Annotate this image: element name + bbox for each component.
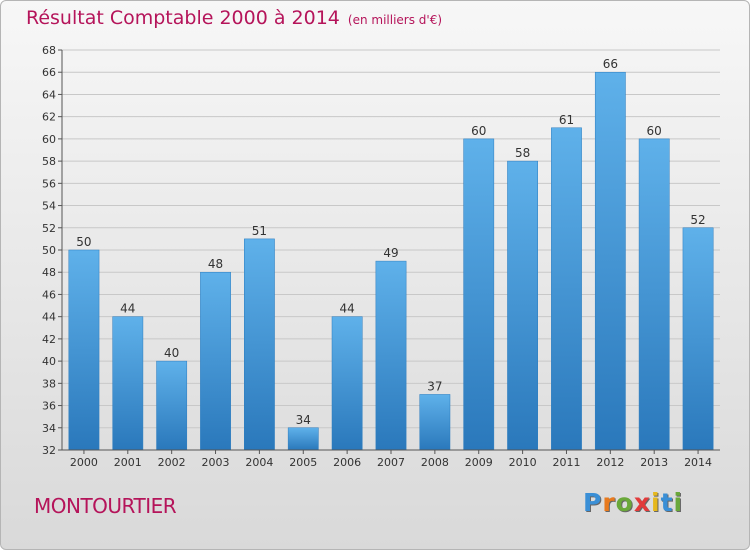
data-labels: 50 44 40 48 51 34 44 49 37 60 58 61 66 60 52 [76,57,705,427]
bar-2010 [507,160,538,451]
proxiti-logo: Proxiti [583,488,683,517]
x-tick-label: 2009 [465,456,493,469]
x-tick-label: 2004 [245,456,273,469]
x-tick-label: 2001 [114,456,142,469]
bar-2006 [331,316,363,451]
data-label-2001: 44 [120,302,135,316]
data-label-2006: 44 [339,302,354,316]
bars [68,71,714,451]
data-label-2011: 61 [559,113,574,127]
x-tick-label: 2000 [70,456,98,469]
logo-letter: i [651,488,661,517]
x-tick-label: 2002 [158,456,186,469]
y-tick-label: 66 [42,66,56,79]
y-tick-label: 42 [42,333,56,346]
y-tick-label: 54 [42,200,56,213]
y-tick-label: 34 [42,422,56,435]
bar-2012 [594,71,626,451]
bar-2014 [682,227,714,451]
data-label-2003: 48 [208,257,223,271]
x-tick-label: 2014 [684,456,712,469]
y-tick-label: 38 [42,377,56,390]
data-label-2013: 60 [647,124,662,138]
bar-2004 [244,238,275,451]
logo-letter: P [583,488,603,517]
data-label-2008: 37 [427,379,442,393]
y-tick-label: 46 [42,288,56,301]
x-tick-label: 2013 [640,456,668,469]
x-tick-label: 2012 [596,456,624,469]
y-tick-label: 52 [42,222,56,235]
data-label-2014: 52 [690,213,705,227]
bar-2011 [551,127,582,451]
x-tick-label: 2011 [552,456,580,469]
bar-2003 [200,271,231,451]
y-tick-label: 62 [42,111,56,124]
y-tick-label: 60 [42,133,56,146]
bar-2007 [375,260,407,451]
y-axis: 32 34 36 38 40 42 44 46 48 50 52 54 56 58 60 62 64 66 68 [42,44,63,457]
y-tick-label: 36 [42,400,56,413]
x-tick-label: 2006 [333,456,361,469]
bar-2008 [419,394,451,451]
y-tick-label: 32 [42,444,56,457]
bar-2002 [156,360,188,451]
data-label-2002: 40 [164,346,179,360]
x-tick-label: 2010 [509,456,537,469]
x-tick-label: 2005 [289,456,317,469]
subtitle: (en milliers d'€) [347,13,443,27]
data-label-2009: 60 [471,124,486,138]
y-tick-label: 50 [42,244,56,257]
y-tick-label: 44 [42,311,56,324]
data-label-2005: 34 [296,413,311,427]
x-axis: 2000 2001 2002 2003 2004 2005 2006 2007 2008 2009… [62,449,720,469]
x-tick-label: 2007 [377,456,405,469]
bar-2005 [287,427,319,451]
commune-name: MONTOURTIER [34,494,177,518]
logo-letter: x [633,488,651,517]
data-label-2004: 51 [252,224,267,238]
y-tick-label: 64 [42,88,56,101]
data-label-2012: 66 [603,57,618,71]
chart-title: Résultat Comptable 2000 à 2014 (en millie… [26,7,442,29]
bar-2001 [112,316,144,451]
y-tick-label: 68 [42,44,56,57]
bar-2000 [68,249,100,451]
logo-letter: i [673,488,684,517]
data-label-2010: 58 [515,146,530,160]
data-label-2007: 49 [383,246,398,260]
title-text: Résultat Comptable 2000 à 2014 [26,7,340,29]
y-tick-label: 58 [42,155,56,168]
y-tick-label: 56 [42,177,56,190]
bar-2009 [463,138,495,451]
data-label-2000: 50 [76,235,91,249]
logo-letter: o [615,488,634,517]
y-tick-label: 48 [42,266,56,279]
logo-letter: r [602,488,616,517]
x-tick-label: 2008 [421,456,449,469]
bar-2013 [638,138,670,451]
y-tick-label: 40 [42,355,56,368]
logo-letter: t [660,488,674,517]
x-tick-label: 2003 [202,456,230,469]
